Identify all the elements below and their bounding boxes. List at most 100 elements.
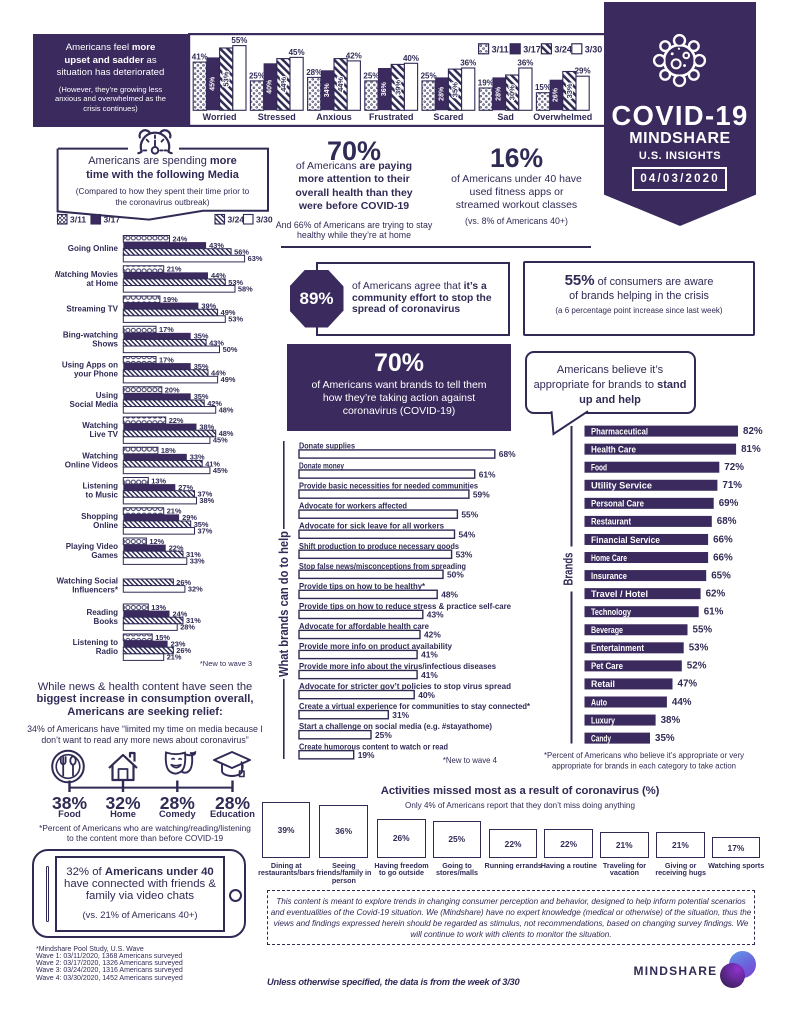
svg-text:Bing-watching: Bing-watching — [63, 330, 118, 339]
svg-text:66%: 66% — [713, 534, 733, 545]
svg-text:82%: 82% — [743, 426, 763, 437]
svg-text:Financial Service: Financial Service — [591, 535, 660, 545]
svg-text:Provide more info about the vi: Provide more info about the virus/infect… — [299, 661, 496, 671]
svg-text:33%: 33% — [190, 453, 205, 462]
svg-text:21%: 21% — [167, 653, 182, 662]
svg-text:19%: 19% — [358, 750, 375, 760]
svg-text:45%: 45% — [213, 466, 228, 475]
svg-text:25%: 25% — [249, 71, 265, 80]
svg-text:26%: 26% — [176, 646, 191, 655]
svg-text:43%: 43% — [209, 241, 224, 250]
svg-text:59%: 59% — [473, 489, 490, 499]
svg-text:20%: 20% — [165, 386, 180, 395]
svg-text:Shows: Shows — [92, 339, 118, 348]
svg-text:Sad: Sad — [497, 112, 514, 122]
svg-text:Games: Games — [91, 551, 118, 560]
svg-text:35%: 35% — [451, 82, 460, 97]
svg-text:Online Videos: Online Videos — [65, 460, 119, 469]
svg-text:Online: Online — [93, 521, 118, 530]
svg-text:Travel / Hotel: Travel / Hotel — [591, 589, 648, 599]
svg-text:25%: 25% — [421, 71, 437, 80]
svg-text:52%: 52% — [687, 661, 707, 672]
svg-text:Technology: Technology — [591, 607, 632, 617]
svg-text:Frustrated: Frustrated — [369, 112, 414, 122]
svg-text:42%: 42% — [207, 399, 222, 408]
svg-text:Live TV: Live TV — [90, 430, 119, 439]
svg-text:to Music: to Music — [86, 491, 119, 500]
svg-text:15%: 15% — [155, 633, 170, 642]
svg-text:21%: 21% — [167, 265, 182, 274]
svg-text:Provide tips on how to be heal: Provide tips on how to be healthy* — [299, 581, 426, 591]
svg-text:53%: 53% — [456, 549, 473, 559]
svg-text:47%: 47% — [678, 679, 698, 690]
svg-text:13%: 13% — [151, 603, 166, 612]
svg-text:43%: 43% — [209, 338, 224, 347]
svg-text:Watching: Watching — [82, 451, 118, 460]
svg-text:69%: 69% — [719, 498, 739, 509]
svg-text:15%: 15% — [535, 83, 551, 92]
svg-text:Streaming TV: Streaming TV — [66, 305, 118, 314]
svg-text:56%: 56% — [234, 248, 249, 257]
svg-text:Using Apps on: Using Apps on — [62, 361, 118, 370]
svg-text:Overwhelmed: Overwhelmed — [533, 112, 592, 122]
svg-text:41%: 41% — [421, 650, 438, 660]
svg-text:17%: 17% — [159, 325, 174, 334]
svg-text:42%: 42% — [424, 630, 441, 640]
svg-text:61%: 61% — [479, 469, 496, 479]
svg-text:61%: 61% — [704, 607, 724, 618]
svg-text:43%: 43% — [427, 610, 444, 620]
svg-text:Home Care: Home Care — [591, 553, 627, 563]
svg-text:48%: 48% — [219, 405, 234, 414]
svg-text:45%: 45% — [210, 76, 217, 91]
svg-text:3/11: 3/11 — [70, 215, 86, 225]
svg-text:48%: 48% — [441, 590, 458, 600]
svg-text:Playing Video: Playing Video — [66, 542, 118, 551]
svg-text:49%: 49% — [221, 308, 236, 317]
svg-text:36%: 36% — [460, 59, 476, 68]
svg-text:33%: 33% — [565, 83, 574, 98]
svg-text:Social Media: Social Media — [70, 400, 119, 409]
svg-text:38%: 38% — [199, 422, 214, 431]
svg-text:Candy: Candy — [591, 733, 612, 743]
svg-text:50%: 50% — [447, 570, 464, 580]
svg-text:Listening: Listening — [82, 482, 118, 491]
svg-text:Watching: Watching — [82, 421, 118, 430]
svg-text:Luxury: Luxury — [591, 715, 616, 725]
svg-text:3/11: 3/11 — [492, 44, 509, 54]
svg-text:25%: 25% — [363, 71, 379, 80]
svg-text:58%: 58% — [238, 284, 253, 293]
svg-text:Watching Movies: Watching Movies — [55, 270, 119, 279]
svg-text:28%: 28% — [180, 623, 195, 632]
svg-text:Radio: Radio — [96, 647, 118, 656]
svg-text:39%: 39% — [201, 301, 216, 310]
svg-text:71%: 71% — [722, 480, 742, 491]
svg-text:3/24: 3/24 — [554, 44, 572, 54]
svg-text:3/30: 3/30 — [585, 44, 603, 54]
svg-text:22%: 22% — [169, 543, 184, 552]
svg-text:40%: 40% — [418, 690, 435, 700]
svg-text:53%: 53% — [222, 71, 231, 86]
svg-text:3/24: 3/24 — [228, 215, 245, 225]
svg-text:Advocate for stricter gov’t po: Advocate for stricter gov’t policies to … — [299, 681, 511, 691]
svg-text:Retail: Retail — [591, 679, 615, 689]
svg-text:Pet Care: Pet Care — [591, 661, 623, 671]
svg-text:Advocate for workers affected: Advocate for workers affected — [299, 501, 407, 511]
svg-text:40%: 40% — [267, 79, 274, 94]
svg-text:31%: 31% — [186, 616, 201, 625]
svg-text:35%: 35% — [194, 392, 209, 401]
svg-text:Donate supplies: Donate supplies — [299, 441, 355, 451]
svg-text:Create humorous content to wat: Create humorous content to watch or read — [299, 741, 448, 751]
svg-text:37%: 37% — [198, 490, 213, 499]
svg-text:Going Online: Going Online — [68, 244, 119, 253]
svg-text:Advocate for affordable health: Advocate for affordable health care — [299, 621, 429, 631]
svg-text:41%: 41% — [421, 670, 438, 680]
svg-text:Books: Books — [94, 617, 119, 626]
svg-text:53%: 53% — [228, 315, 243, 324]
svg-text:72%: 72% — [724, 462, 744, 473]
svg-text:3/17: 3/17 — [523, 44, 541, 54]
svg-text:Donate money: Donate money — [299, 461, 344, 471]
svg-text:44%: 44% — [336, 77, 345, 92]
svg-text:Stop false news/misconceptions: Stop false news/misconceptions from spre… — [299, 561, 466, 571]
svg-text:68%: 68% — [717, 516, 737, 527]
svg-text:55%: 55% — [693, 625, 713, 636]
